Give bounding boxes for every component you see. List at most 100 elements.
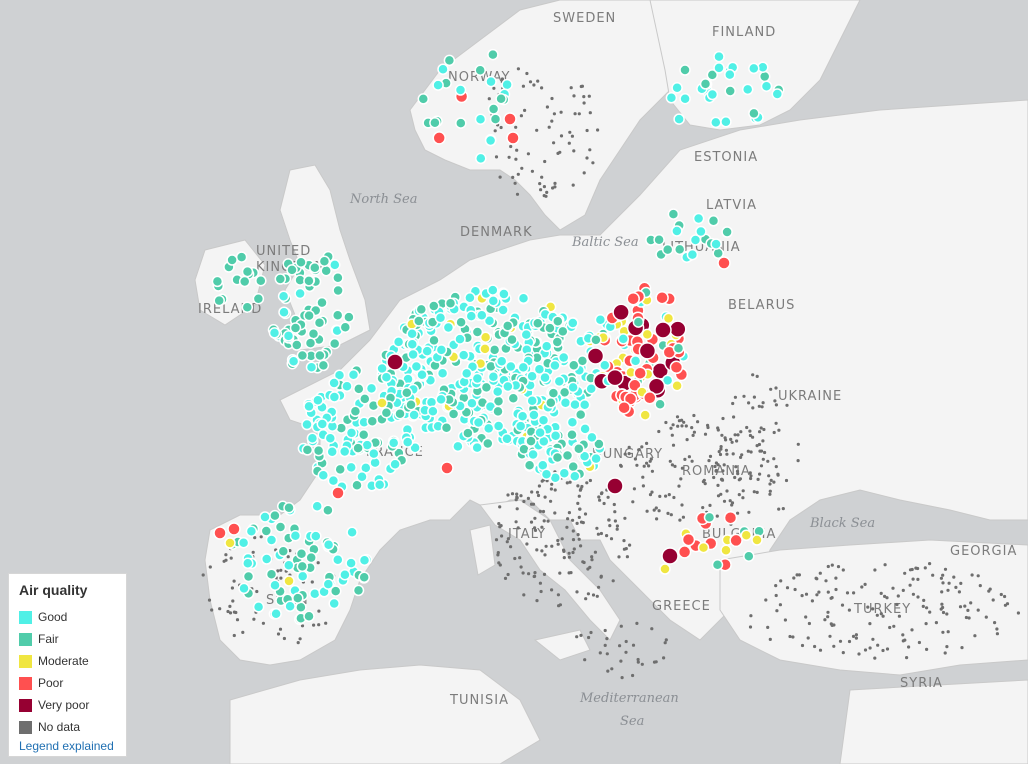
station-marker-good[interactable] [242, 557, 254, 570]
station-marker-good[interactable] [373, 478, 386, 491]
station-marker-good[interactable] [406, 338, 419, 350]
station-marker-good[interactable] [421, 345, 433, 357]
station-marker-mod[interactable] [224, 537, 236, 549]
station-marker-good[interactable] [695, 225, 707, 238]
station-marker-fair[interactable] [707, 215, 720, 227]
station-marker-good[interactable] [567, 317, 579, 329]
station-marker-good[interactable] [594, 314, 607, 326]
station-marker-good[interactable] [437, 63, 449, 75]
station-marker-fair[interactable] [507, 392, 520, 405]
station-marker-fair[interactable] [291, 339, 303, 351]
station-marker-poor[interactable] [617, 400, 631, 415]
station-marker-good[interactable] [452, 440, 464, 453]
station-marker-fair[interactable] [462, 427, 474, 439]
station-marker-good[interactable] [465, 310, 478, 322]
station-marker-fair[interactable] [699, 78, 712, 90]
station-marker-fair[interactable] [487, 103, 500, 115]
station-marker-good[interactable] [454, 84, 467, 96]
station-marker-good[interactable] [474, 113, 487, 126]
station-marker-good[interactable] [484, 134, 497, 147]
station-marker-good[interactable] [617, 333, 630, 345]
station-marker-fair[interactable] [318, 255, 331, 268]
station-marker-fair[interactable] [380, 406, 393, 419]
station-marker-fair[interactable] [544, 322, 556, 334]
station-marker-fair[interactable] [495, 93, 507, 105]
station-marker-good[interactable] [265, 534, 278, 546]
station-marker-fair[interactable] [331, 309, 344, 322]
station-marker-good[interactable] [322, 578, 335, 590]
station-marker-fair[interactable] [332, 271, 344, 284]
station-marker-good[interactable] [303, 400, 315, 413]
station-marker-good[interactable] [502, 380, 514, 393]
station-marker-good[interactable] [338, 445, 351, 458]
station-marker-fair[interactable] [492, 405, 504, 418]
station-marker-good[interactable] [533, 363, 546, 375]
station-marker-fair[interactable] [314, 349, 326, 362]
station-marker-good[interactable] [392, 336, 405, 348]
station-marker-good[interactable] [401, 436, 414, 448]
station-marker-fair[interactable] [557, 325, 569, 338]
station-marker-fair[interactable] [566, 428, 578, 441]
station-marker-poor[interactable] [440, 461, 454, 475]
station-marker-vpoor[interactable] [386, 353, 404, 371]
station-marker-good[interactable] [590, 452, 602, 465]
station-marker-good[interactable] [710, 116, 722, 129]
station-marker-poor[interactable] [432, 131, 446, 145]
station-marker-good[interactable] [268, 327, 281, 339]
station-marker-fair[interactable] [303, 309, 315, 322]
station-marker-fair[interactable] [274, 521, 287, 533]
station-marker-good[interactable] [309, 588, 321, 600]
station-marker-fair[interactable] [289, 322, 302, 334]
station-marker-good[interactable] [387, 437, 400, 449]
station-marker-good[interactable] [406, 328, 418, 340]
station-marker-fair[interactable] [471, 326, 484, 338]
station-marker-good[interactable] [311, 500, 323, 512]
station-marker-good[interactable] [317, 469, 330, 482]
station-marker-good[interactable] [407, 348, 419, 361]
station-marker-good[interactable] [341, 380, 353, 393]
station-marker-fair[interactable] [274, 273, 287, 285]
station-marker-fair[interactable] [545, 397, 557, 409]
station-marker-fair[interactable] [590, 334, 602, 346]
station-marker-good[interactable] [416, 369, 428, 381]
station-marker-good[interactable] [324, 432, 337, 444]
station-marker-fair[interactable] [748, 107, 760, 120]
station-marker-good[interactable] [294, 287, 306, 300]
station-marker-good[interactable] [322, 539, 335, 551]
station-marker-good[interactable] [329, 259, 341, 271]
station-marker-mod[interactable] [639, 409, 651, 421]
station-marker-good[interactable] [466, 397, 478, 410]
station-marker-poor[interactable] [681, 532, 696, 547]
station-marker-good[interactable] [380, 371, 393, 384]
station-marker-good[interactable] [710, 238, 722, 250]
station-marker-vpoor[interactable] [586, 347, 605, 365]
station-marker-good[interactable] [586, 431, 598, 444]
station-marker-fair[interactable] [352, 584, 365, 597]
station-marker-good[interactable] [760, 80, 773, 92]
station-marker-good[interactable] [345, 461, 357, 474]
station-marker-good[interactable] [358, 554, 371, 566]
station-marker-good[interactable] [686, 248, 699, 261]
station-marker-good[interactable] [432, 79, 444, 91]
station-marker-good[interactable] [495, 355, 508, 368]
station-marker-poor[interactable] [677, 545, 692, 559]
station-marker-fair[interactable] [305, 551, 317, 564]
station-marker-fair[interactable] [332, 284, 344, 297]
station-marker-good[interactable] [476, 309, 488, 321]
station-marker-vpoor[interactable] [638, 342, 657, 360]
station-marker-fair[interactable] [238, 275, 251, 288]
station-marker-fair[interactable] [358, 571, 370, 584]
station-marker-fair[interactable] [525, 435, 537, 447]
station-marker-good[interactable] [567, 381, 579, 394]
station-marker-poor[interactable] [717, 256, 731, 270]
station-marker-good[interactable] [260, 553, 273, 565]
station-marker-good[interactable] [327, 474, 340, 487]
station-marker-good[interactable] [671, 225, 683, 237]
station-marker-good[interactable] [578, 399, 591, 411]
station-marker-good[interactable] [368, 447, 380, 460]
station-marker-fair[interactable] [758, 70, 771, 83]
station-marker-fair[interactable] [667, 208, 680, 220]
station-marker-good[interactable] [540, 340, 553, 353]
station-marker-good[interactable] [301, 418, 313, 431]
station-marker-fair[interactable] [303, 610, 315, 623]
